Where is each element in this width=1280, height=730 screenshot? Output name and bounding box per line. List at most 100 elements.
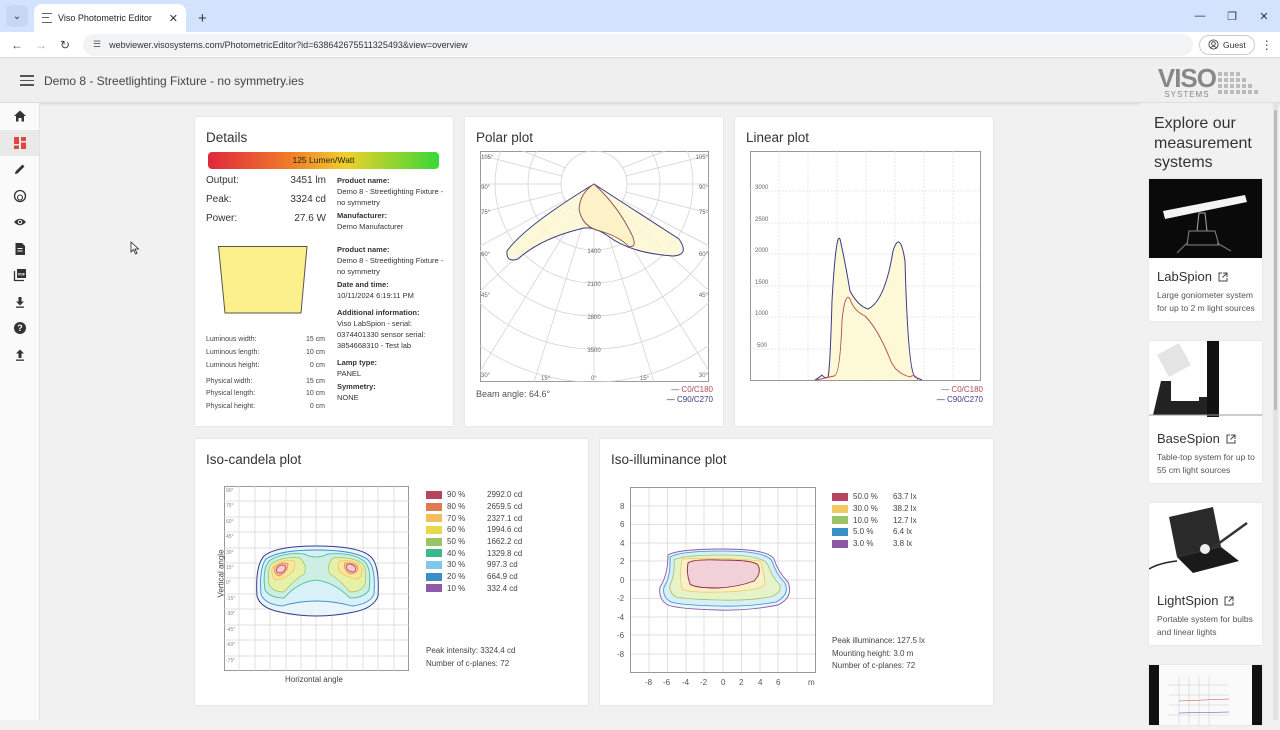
cplanes-count: Number of c-planes: 72 [832,661,916,670]
close-window-icon[interactable]: ✕ [1259,10,1269,23]
new-tab-button[interactable]: + [198,10,207,27]
page-scrollbar[interactable] [1273,103,1278,720]
legend-swatch [832,504,848,513]
isoilluminance-footnote: Peak illuminance: 127.5 lx Mounting heig… [832,635,925,673]
isocandela-y-tick: 75° [226,503,234,509]
legend-value: 664.9 cd [487,572,518,582]
url-bar[interactable]: ☰ webviewer.visosystems.com/PhotometricE… [83,33,1193,56]
sidebar-item-pdf[interactable]: PDF [0,262,39,289]
tab-search-button[interactable]: ⌄ [6,5,28,27]
mounting-height: Mounting height: 3.0 m [832,648,914,658]
isoilluminance-legend: 50.0 % 63.7 lx 30.0 % 38.2 lx 10.0 % 12.7 l… [832,491,917,549]
sidebar-item-help[interactable]: ? [0,315,39,342]
isocandela-y-tick: 30° [226,550,234,556]
legend-pct: 90 % [447,490,466,500]
isocandela-y-tick: -45° [226,627,235,633]
sidebar-item-download[interactable] [0,289,39,316]
profile-button[interactable]: Guest [1199,34,1255,55]
external-link-icon[interactable] [1224,596,1234,606]
product-info-1: Product name: Demo 8 - Streetlighting Fix… [337,173,447,234]
svg-text:?: ? [17,323,23,333]
reload-button[interactable]: ↻ [59,37,71,52]
profile-label: Guest [1223,39,1246,50]
isocandela-y-tick: -60° [226,642,235,648]
iso-x-tick: 4 [758,678,763,687]
back-button[interactable]: ← [11,37,23,52]
legend-pct: 3.0 % [853,539,874,549]
document-icon [15,242,25,255]
isoilluminance-chart: 8 6 4 2 0 -2 -4 -6 -8 -8 -6 -4 -2 0 2 4 … [617,487,816,687]
dim-value: 15 cm [305,378,325,385]
dashboard-icon [13,136,26,149]
browser-tab[interactable]: Viso Photometric Editor ✕ [34,4,186,32]
legend-value: 2659.5 cd [487,502,523,512]
legend-pct: 50.0 % [853,492,878,502]
dimension-row: Physical width: 15 cm [206,378,325,385]
dim-value: 10 cm [305,349,325,356]
legend-value: 997.3 cd [487,560,518,570]
legend-value: 1662.2 cd [487,537,523,547]
polar-angle-label: 105° [696,155,709,161]
isocandela-y-tick: 60° [226,519,234,525]
info-label: Date and time: [337,280,389,289]
isocandela-y-tick: 45° [226,534,234,540]
dimension-row: Luminous length: 10 cm [206,349,325,356]
sidebar-item-view[interactable] [0,209,39,236]
legend-value: 2327.1 cd [487,513,523,523]
restore-icon[interactable]: ❐ [1227,10,1237,23]
file-title: Demo 8 - Streetlighting Fixture - no sym… [44,73,304,88]
legend-pct: 30 % [447,560,466,570]
linear-y-tick: 500 [757,343,768,349]
sidebar-item-overview[interactable] [0,129,39,156]
sidebar-item-home[interactable] [0,103,39,130]
explore-panel: Explore our measurement systems LabSpion… [1140,103,1275,725]
sidebar-item-edit[interactable] [0,156,39,183]
legend-swatch [426,537,442,546]
legend-swatch [426,502,442,511]
dim-value: 10 cm [305,390,325,397]
linear-y-tick: 3000 [755,185,769,191]
product-card-labspion[interactable]: LabSpion Large goniometer system for up … [1149,179,1262,321]
site-info-icon[interactable]: ☰ [93,39,102,49]
power-value: 27.6 W [294,213,326,224]
isocandela-y-tick: -75° [226,658,235,664]
minimize-icon[interactable]: — [1194,10,1206,22]
dim-label: Physical length: [206,390,256,397]
sidebar-item-report[interactable] [0,236,39,263]
page-scrollbar-thumb[interactable] [1274,110,1277,410]
isocandela-legend: 90 % 2992.0 cd 80 % 2659.5 cd 70 % 2327.1 c… [426,489,522,594]
polar-angle-label: 90° [699,185,709,191]
browser-menu-icon[interactable]: ⋮ [1260,37,1273,52]
isocandela-y-tick: 90° [226,488,234,494]
legend-pct: 5.0 % [853,527,874,537]
hamburger-menu-icon[interactable] [20,75,34,86]
peak-illuminance: Peak illuminance: 127.5 lx [832,636,925,645]
isocandela-y-tick: -15° [226,596,235,602]
product-name-text: LightSpion [1157,593,1219,608]
sidebar-item-upload[interactable] [0,342,39,369]
info-value: 10/11/2024 6:19:11 PM [337,291,414,300]
product-card-basespion[interactable]: BaseSpion Table-top system for up to 55 … [1149,341,1262,483]
page-favicon-icon [42,13,52,23]
legend-swatch [426,584,442,593]
peak-label: Peak: [206,194,232,205]
isocandela-y-tick: -30° [226,611,235,617]
logo-word: VISO [1157,63,1217,93]
polar-legend: — C0/C180 — C90/C270 [667,385,713,405]
isocandela-y-tick: 15° [226,565,234,571]
info-label: Product name: [337,176,390,185]
close-tab-icon[interactable]: ✕ [168,12,178,25]
external-link-icon[interactable] [1218,272,1228,282]
power-row: Power: 27.6 W [206,213,326,224]
info-value: PANEL [337,369,362,378]
isocandela-card: Iso-candela plot 90° 75° 60° 45° 30° 15°… [195,439,588,705]
product-card-partial[interactable] [1149,665,1262,725]
forward-button[interactable]: → [35,37,47,52]
product-card-lightspion[interactable]: LightSpion Portable system for bulbs and… [1148,503,1262,645]
linear-y-tick: 1000 [755,311,769,317]
output-value: 3451 lm [290,175,326,186]
external-link-icon[interactable] [1226,434,1236,444]
legend-swatch [426,514,442,523]
app-header: Demo 8 - Streetlighting Fixture - no sym… [0,59,1280,103]
sidebar-item-lamp[interactable] [0,183,39,210]
